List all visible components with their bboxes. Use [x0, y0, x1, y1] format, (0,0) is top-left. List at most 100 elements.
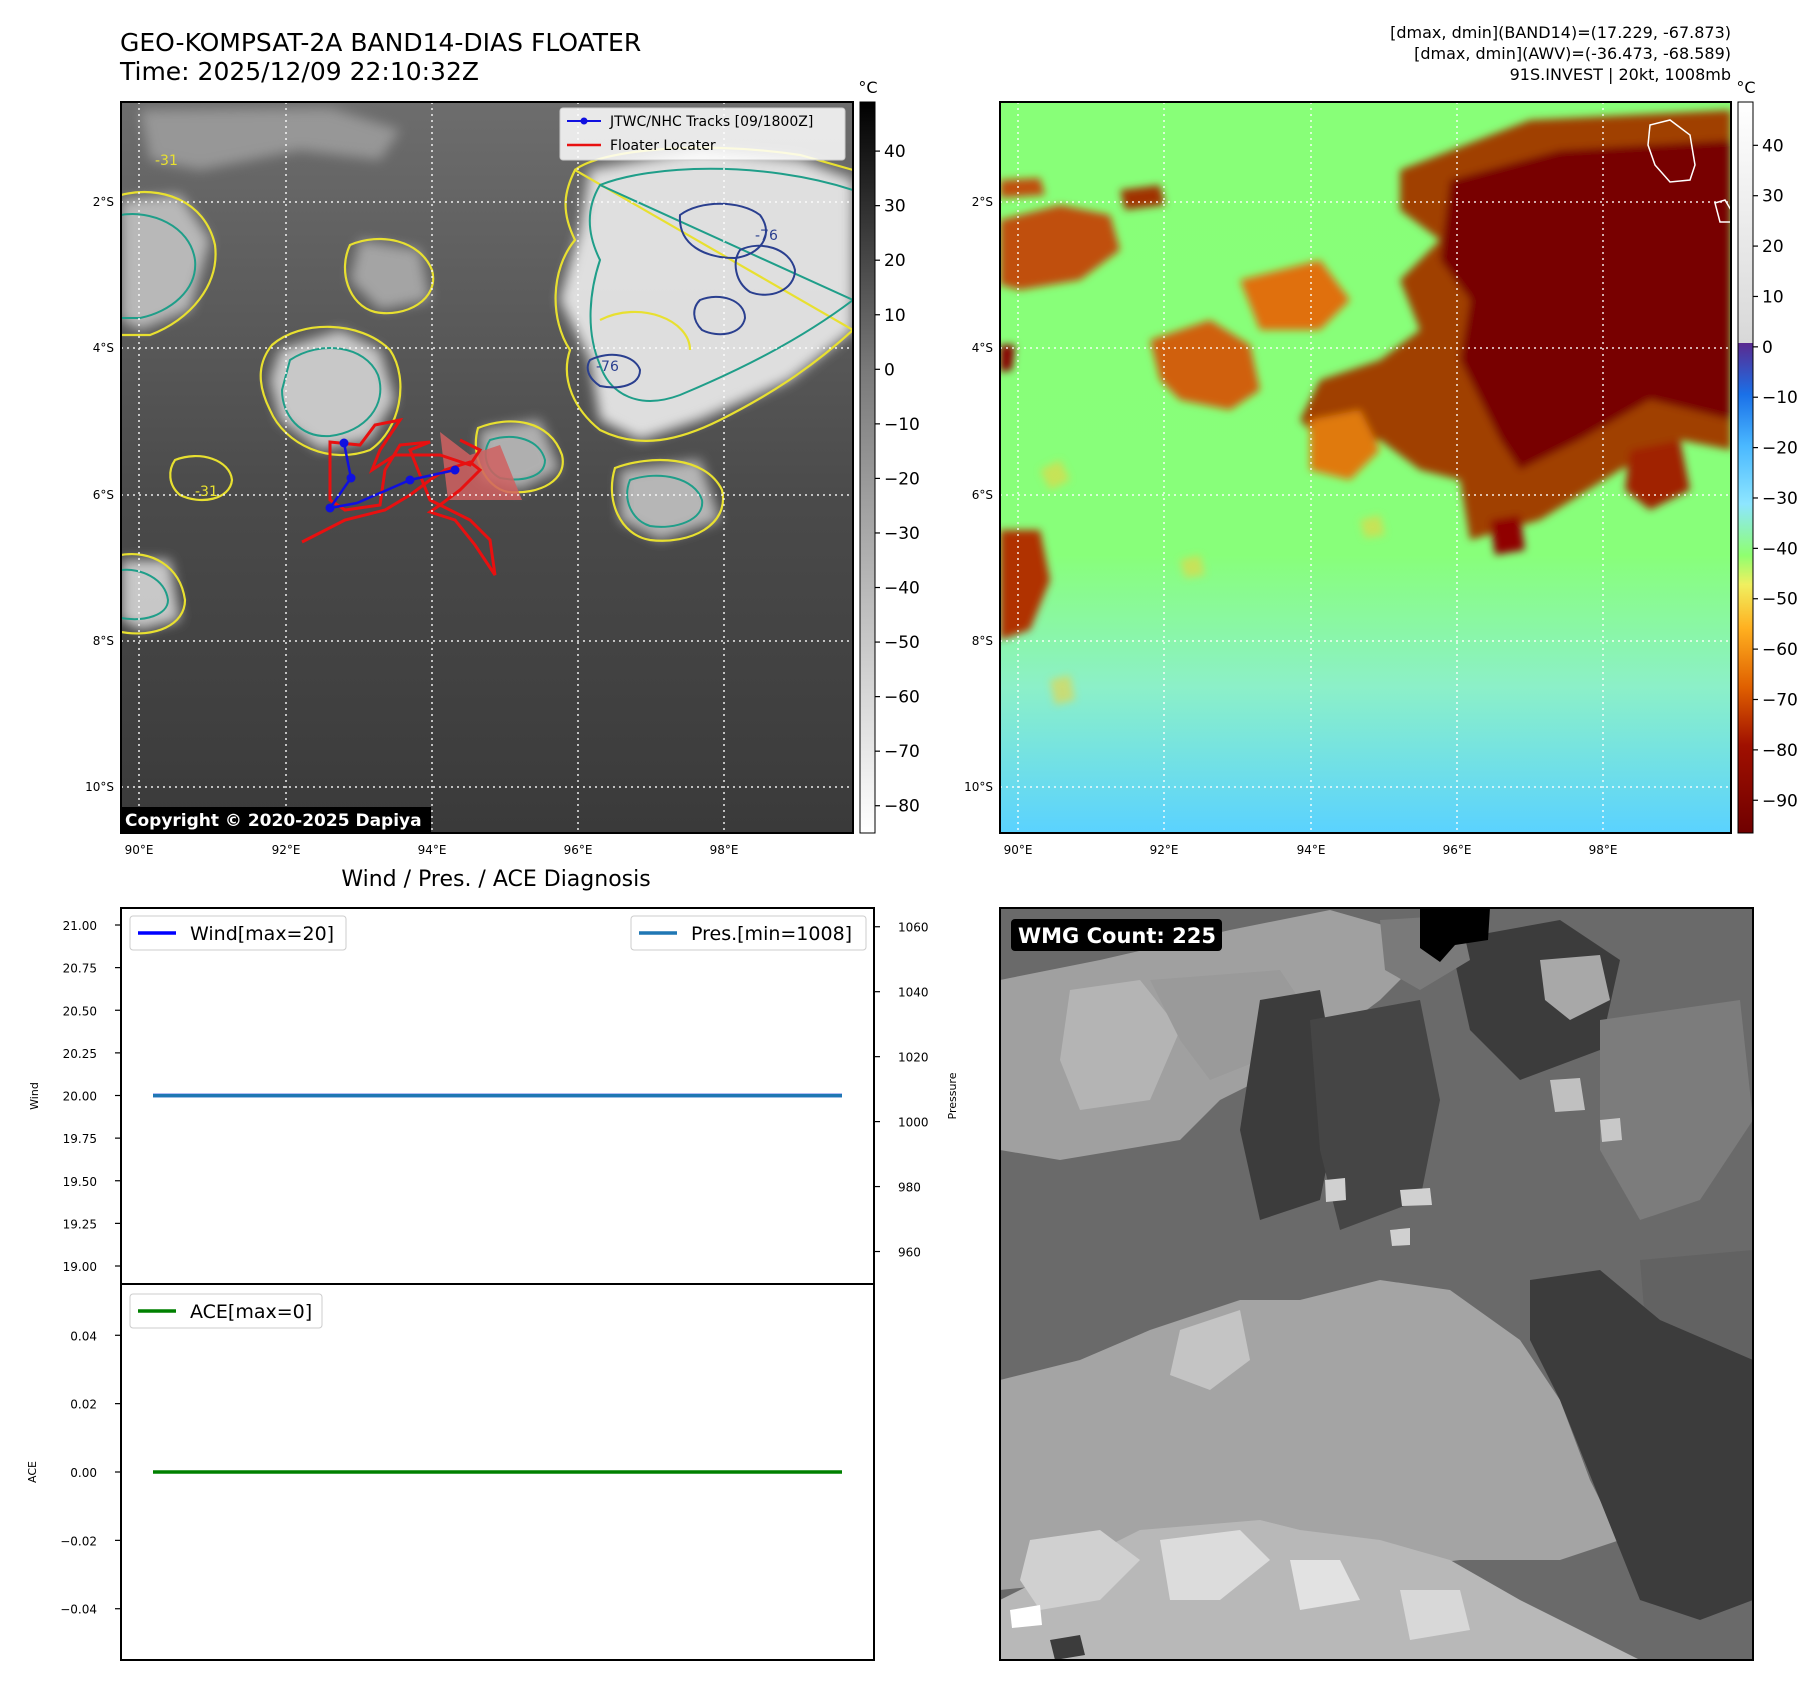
lat-label: 4°S [93, 341, 114, 355]
wind-ytick-label: 20.25 [63, 1047, 97, 1061]
pressure-yaxis: 1060 1040 1020 1000 980 960 [874, 921, 929, 1260]
awv-lat-labels: 2°S 4°S 6°S 8°S 10°S [964, 195, 993, 794]
contour-label: -31 [155, 153, 178, 169]
diagnosis-title: Wind / Pres. / ACE Diagnosis [341, 867, 650, 892]
diagnosis-chart: Wind / Pres. / ACE Diagnosis 21.0020.752… [26, 867, 959, 1661]
contour-label: -31 [195, 484, 218, 500]
colorbar-tick-label: 40 [1762, 136, 1784, 156]
ace-ytick-label: −0.02 [60, 1534, 97, 1548]
copyright-text: Copyright © 2020-2025 Dapiya [125, 811, 422, 831]
lat-label: 6°S [93, 488, 114, 502]
wind-yaxis: 21.00 20.75 20.50 20.25 20.00 19.75 19.50 19.25… [63, 919, 121, 1274]
pressure-ytick-label: 960 [898, 1246, 921, 1260]
colorbar-tick-label: −10 [884, 415, 920, 435]
colorbar-tick-label: −20 [884, 469, 920, 489]
contour-label: -76 [755, 228, 778, 244]
colorbar-tick-label: −80 [1762, 741, 1798, 761]
lon-label: 92°E [272, 843, 301, 857]
ir-lat-labels: 2°S 4°S 6°S 8°S 10°S [85, 195, 114, 794]
ace-ytick-label: 0.00 [70, 1466, 97, 1480]
pressure-legend: Pres.[min=1008] [630, 915, 867, 951]
wind-ytick-label: 20.75 [63, 962, 97, 976]
legend-track-marker [580, 117, 588, 125]
colorbar-tick-label: 0 [884, 360, 895, 380]
lat-label: 8°S [972, 634, 993, 648]
colorbar-tick-label: −30 [1762, 489, 1798, 509]
colorbar-tick-label: −50 [1762, 590, 1798, 610]
pressure-ytick-label: 1040 [898, 986, 929, 1000]
awv-colorbar: °C 40 30 20 10 0 −10 −20 −30 −40 −50 −60 −70 −80 −90 [1736, 78, 1798, 834]
colorbar-tick-label: −60 [1762, 640, 1798, 660]
colorbar-tick-label: −40 [1762, 539, 1798, 559]
floater-locater-path [301, 417, 497, 576]
ace-yaxis: 0.04 0.02 0.00 −0.02 −0.04 [60, 1329, 121, 1617]
lat-label: 2°S [972, 195, 993, 209]
lon-label: 96°E [1443, 843, 1472, 857]
awv-map-panel: 90°E 92°E 94°E 96°E 98°E 2°S 4°S 6°S 8°S… [964, 78, 1798, 857]
lon-label: 94°E [1297, 843, 1326, 857]
ir-colorbar: °C 40 30 20 10 0 −10 −20 −30 −40 −50 −60 −70 −80 [858, 78, 920, 834]
ir-gridlines [121, 102, 853, 833]
ace-axis-label: ACE [26, 1461, 39, 1483]
pressure-ytick-label: 1060 [898, 921, 929, 935]
wmg-panel: WMG Count: 225 [999, 907, 1754, 1661]
wind-ytick-label: 21.00 [63, 919, 97, 933]
colorbar-tick-label: −20 [1762, 439, 1798, 459]
ir-lon-labels: 90°E 92°E 94°E 96°E 98°E [125, 843, 739, 857]
wmg-frame [999, 907, 1754, 1661]
wind-ytick-label: 19.00 [63, 1260, 97, 1274]
awv-map-frame [999, 101, 1732, 834]
info-storm: 91S.INVEST | 20kt, 1008mb [1510, 65, 1731, 84]
wind-ytick-label: 19.25 [63, 1217, 97, 1231]
colorbar-tick-label: −70 [1762, 690, 1798, 710]
colorbar-tick-label: 10 [1762, 287, 1784, 307]
island-outline [1714, 199, 1731, 223]
legend-floater-label: Floater Locater [610, 138, 716, 154]
colorbar-tick-label: 30 [884, 197, 906, 217]
lat-label: 4°S [972, 341, 993, 355]
wind-legend: Wind[max=20] [129, 915, 347, 951]
wind-ytick-label: 19.50 [63, 1175, 97, 1189]
lon-label: 90°E [1004, 843, 1033, 857]
lat-label: 2°S [93, 195, 114, 209]
colorbar-tick-label: 20 [884, 251, 906, 271]
copyright-badge: Copyright © 2020-2025 Dapiya [121, 807, 431, 833]
wmg-count-badge: WMG Count: 225 [1011, 919, 1222, 951]
colorbar-tick-label: −60 [884, 688, 920, 708]
pressure-ytick-label: 1000 [898, 1116, 929, 1130]
pressure-ytick-label: 1020 [898, 1051, 929, 1065]
colorbar-tick-label: −70 [884, 742, 920, 762]
colorbar-tick-label: 0 [1762, 338, 1773, 358]
awv-lon-labels: 90°E 92°E 94°E 96°E 98°E [1004, 843, 1618, 857]
ace-ytick-label: 0.04 [70, 1329, 97, 1343]
colorbar-tick-label: −30 [884, 524, 920, 544]
colorbar-tick-label: 20 [1762, 237, 1784, 257]
ir-legend: JTWC/NHC Tracks [09/1800Z] Floater Locat… [559, 107, 846, 161]
colorbar-ticks: 40 30 20 10 0 −10 −20 −30 −40 −50 −60 −70 −80 [875, 142, 920, 817]
colorbar-ticks: 40 30 20 10 0 −10 −20 −30 −40 −50 −60 −70 −80 −90 [1753, 136, 1798, 811]
colorbar-tick-label: 40 [884, 142, 906, 162]
wind-ytick-label: 20.00 [63, 1090, 97, 1104]
pressure-ytick-label: 980 [898, 1181, 921, 1195]
colorbar-tick-label: −10 [1762, 388, 1798, 408]
pressure-legend-label: Pres.[min=1008] [691, 923, 852, 945]
wmg-count-text: WMG Count: 225 [1018, 924, 1216, 948]
wind-ytick-label: 20.50 [63, 1004, 97, 1018]
lon-label: 92°E [1150, 843, 1179, 857]
jtwc-track-points [325, 438, 460, 513]
wind-axis-label: Wind [28, 1082, 41, 1110]
wind-ytick-label: 19.75 [63, 1132, 97, 1146]
awv-imagery [1000, 102, 1731, 833]
colorbar-tick-label: −50 [884, 633, 920, 653]
ace-legend: ACE[max=0] [129, 1293, 323, 1329]
lon-label: 90°E [125, 843, 154, 857]
legend-track-label: JTWC/NHC Tracks [09/1800Z] [609, 114, 813, 130]
info-band14-range: [dmax, dmin](BAND14)=(17.229, -67.873) [1390, 23, 1731, 42]
island-outline [1647, 119, 1696, 183]
chart-time: Time: 2025/12/09 22:10:32Z [119, 57, 479, 86]
ace-ytick-label: 0.02 [70, 1398, 97, 1412]
ace-legend-label: ACE[max=0] [190, 1301, 312, 1323]
lon-label: 98°E [1589, 843, 1618, 857]
ir-map-frame [120, 101, 854, 834]
